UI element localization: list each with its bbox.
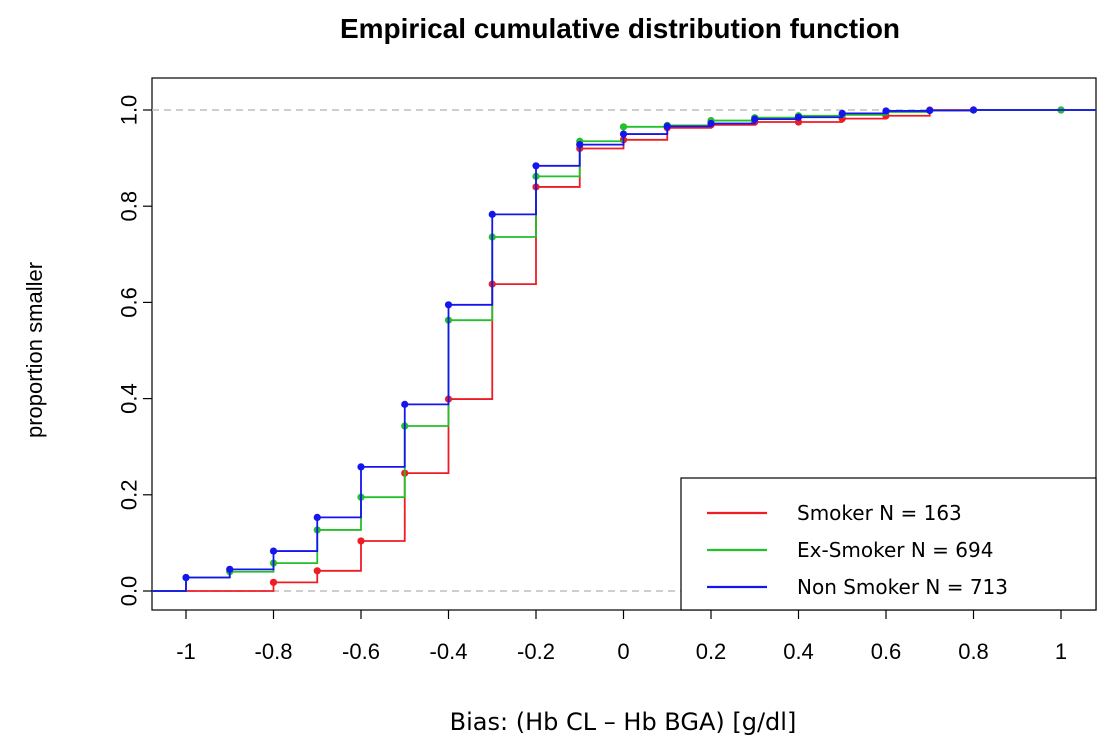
- data-point: [182, 573, 190, 582]
- x-tick-label: 1: [1055, 639, 1067, 664]
- data-point: [926, 106, 934, 115]
- chart-title: Empirical cumulative distribution functi…: [340, 13, 900, 44]
- data-point: [576, 141, 584, 149]
- data-point: [357, 537, 365, 545]
- x-tick-label: -0.4: [430, 639, 468, 664]
- x-tick-label: -1: [176, 639, 196, 664]
- y-tick-label: 0.6: [117, 287, 142, 318]
- data-point: [751, 115, 759, 123]
- x-tick-label: -0.8: [255, 639, 293, 664]
- data-point: [969, 106, 978, 114]
- plot-area: -1 -0.8 -0.6 -0.4 -0.2 0 0.2 0.4 0.6 0.8 1 0.0 0.2 0.…: [117, 77, 1097, 664]
- legend-label: Smoker N = 163: [797, 501, 962, 525]
- legend-box: [680, 477, 1097, 611]
- data-point: [532, 162, 540, 170]
- x-tick-label: 0.2: [696, 639, 727, 664]
- y-tick-label: 0.8: [117, 191, 142, 222]
- data-point: [269, 578, 278, 586]
- data-point: [444, 301, 453, 309]
- y-tick-label: 0.0: [117, 576, 142, 607]
- legend: Smoker N = 163 Ex-Smoker N = 694 Non Smoke…: [680, 477, 1097, 611]
- data-point: [663, 122, 671, 130]
- data-point: [313, 567, 321, 575]
- x-axis-label: Bias: (Hb CL – Hb BGA) [g/dl]: [450, 708, 797, 736]
- x-tick-label: 0.6: [871, 639, 902, 664]
- x-tick-label: 0.8: [958, 639, 989, 664]
- data-point: [838, 109, 846, 117]
- series-line: [152, 109, 1096, 592]
- y-axis-label: proportion smaller: [22, 262, 47, 438]
- y-tick-label: 1.0: [117, 95, 142, 126]
- data-point: [269, 547, 278, 555]
- data-point: [357, 463, 365, 471]
- x-tick-label: -0.6: [342, 639, 380, 664]
- data-point: [794, 113, 803, 121]
- data-point: [226, 565, 234, 573]
- y-tick-label: 0.2: [117, 480, 142, 511]
- data-point: [619, 130, 628, 138]
- data-point: [313, 513, 321, 522]
- x-tick-label: -0.2: [517, 639, 555, 664]
- data-point: [488, 210, 496, 218]
- series-2: [152, 106, 1096, 592]
- data-point: [707, 119, 715, 128]
- data-point: [882, 107, 890, 115]
- x-tick-label: 0.4: [783, 639, 814, 664]
- legend-label: Non Smoker N = 713: [797, 575, 1008, 599]
- x-tick-label: 0: [617, 639, 629, 664]
- legend-label: Ex-Smoker N = 694: [797, 538, 993, 562]
- data-point: [619, 123, 628, 131]
- data-point: [401, 400, 409, 408]
- y-tick-label: 0.4: [117, 383, 142, 414]
